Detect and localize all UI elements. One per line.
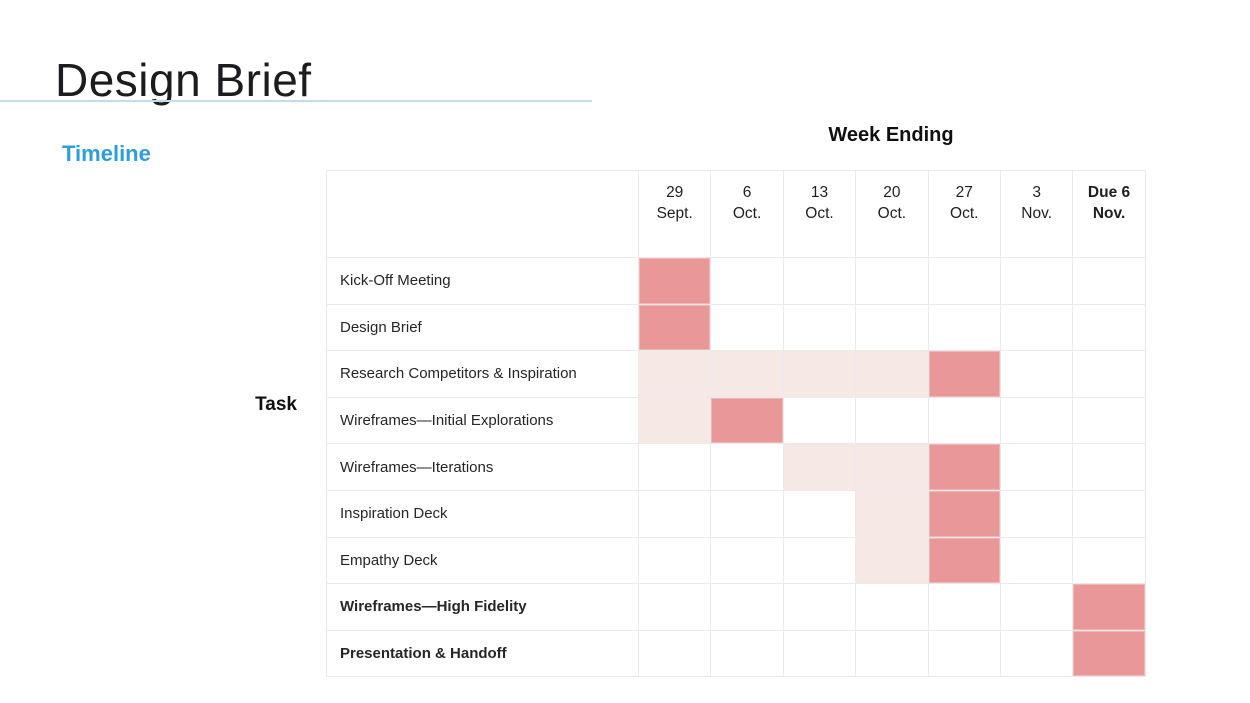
table-row: Inspiration Deck (326, 489, 1146, 538)
week-column-header: 27 Oct. (927, 170, 1001, 258)
week-cell (927, 629, 1001, 678)
week-cell (855, 350, 929, 398)
table-row: Presentation & Handoff (326, 629, 1146, 678)
week-cell (1072, 536, 1146, 585)
week-cell (927, 257, 1001, 305)
week-cell (637, 629, 712, 678)
week-cell (782, 257, 857, 305)
week-cell (927, 443, 1001, 491)
table-row: Empathy Deck (326, 536, 1146, 585)
week-cell (855, 489, 929, 538)
week-cell (782, 629, 857, 678)
week-cell (637, 583, 712, 631)
week-cell (855, 536, 929, 585)
week-cell (782, 489, 857, 538)
task-label: Research Competitors & Inspiration (326, 350, 639, 398)
week-cell (855, 396, 929, 445)
title-underline (0, 100, 592, 102)
task-label: Kick-Off Meeting (326, 257, 639, 305)
task-label: Wireframes—Iterations (326, 443, 639, 491)
week-cell (855, 257, 929, 305)
week-cell (1072, 629, 1146, 678)
table-row: Wireframes—Initial Explorations (326, 396, 1146, 445)
week-cell (1072, 583, 1146, 631)
week-cell (710, 257, 784, 305)
task-label: Wireframes—High Fidelity (326, 583, 639, 631)
week-cell (710, 303, 784, 352)
table-row: Design Brief (326, 303, 1146, 352)
week-column-header: 6 Oct. (710, 170, 784, 258)
week-cell (999, 396, 1074, 445)
week-cell (710, 443, 784, 491)
week-column-header: 3 Nov. (999, 170, 1074, 258)
week-cell (927, 396, 1001, 445)
week-cell (782, 303, 857, 352)
week-cell (1072, 396, 1146, 445)
week-cell (710, 583, 784, 631)
week-cell (999, 257, 1074, 305)
week-cell (999, 629, 1074, 678)
week-cell (637, 536, 712, 585)
task-label: Inspiration Deck (326, 489, 639, 538)
week-cell (1072, 303, 1146, 352)
week-cell (1072, 257, 1146, 305)
week-cell (999, 303, 1074, 352)
week-cell (710, 536, 784, 585)
timeline-table: 29 Sept. 6 Oct. 13 Oct. 20 Oct. 27 Oct. 3 Nov… (326, 170, 1146, 678)
week-cell (637, 396, 712, 445)
row-axis-title: Task (255, 394, 297, 415)
week-cell (855, 303, 929, 352)
week-cell (927, 350, 1001, 398)
task-label: Design Brief (326, 303, 639, 352)
week-cell (782, 536, 857, 585)
week-cell (782, 350, 857, 398)
week-cell (999, 443, 1074, 491)
week-column-header: 29 Sept. (637, 170, 712, 258)
week-cell (637, 303, 712, 352)
table-row: Kick-Off Meeting (326, 257, 1146, 305)
section-label-timeline: Timeline (62, 141, 151, 166)
week-cell (999, 489, 1074, 538)
week-column-header: Due 6 Nov. (1072, 170, 1146, 258)
task-label: Empathy Deck (326, 536, 639, 585)
week-cell (782, 583, 857, 631)
week-cell (637, 489, 712, 538)
task-label: Presentation & Handoff (326, 629, 639, 678)
week-column-header: 13 Oct. (782, 170, 857, 258)
week-cell (855, 583, 929, 631)
table-row: Research Competitors & Inspiration (326, 350, 1146, 398)
week-cell (782, 443, 857, 491)
week-cell (855, 443, 929, 491)
week-cell (710, 350, 784, 398)
week-cell (927, 536, 1001, 585)
table-row: Wireframes—High Fidelity (326, 583, 1146, 631)
page-title: Design Brief (55, 54, 312, 106)
week-cell (710, 629, 784, 678)
task-label: Wireframes—Initial Explorations (326, 396, 639, 445)
week-cell (999, 350, 1074, 398)
column-axis-title: Week Ending (828, 124, 954, 146)
week-column-header: 20 Oct. (855, 170, 929, 258)
week-cell (927, 489, 1001, 538)
week-cell (999, 583, 1074, 631)
header-row: 29 Sept. 6 Oct. 13 Oct. 20 Oct. 27 Oct. 3 Nov… (326, 170, 1146, 258)
week-cell (637, 350, 712, 398)
week-cell (927, 583, 1001, 631)
week-cell (1072, 443, 1146, 491)
week-cell (855, 629, 929, 678)
week-cell (710, 489, 784, 538)
week-cell (927, 303, 1001, 352)
week-cell (710, 396, 784, 445)
table-body: Kick-Off Meeting Design Brief Research Com… (326, 257, 1146, 678)
week-cell (782, 396, 857, 445)
week-cell (999, 536, 1074, 585)
corner-cell (326, 170, 639, 258)
week-cell (637, 257, 712, 305)
week-cell (1072, 489, 1146, 538)
table-row: Wireframes—Iterations (326, 443, 1146, 491)
week-cell (1072, 350, 1146, 398)
week-cell (637, 443, 712, 491)
